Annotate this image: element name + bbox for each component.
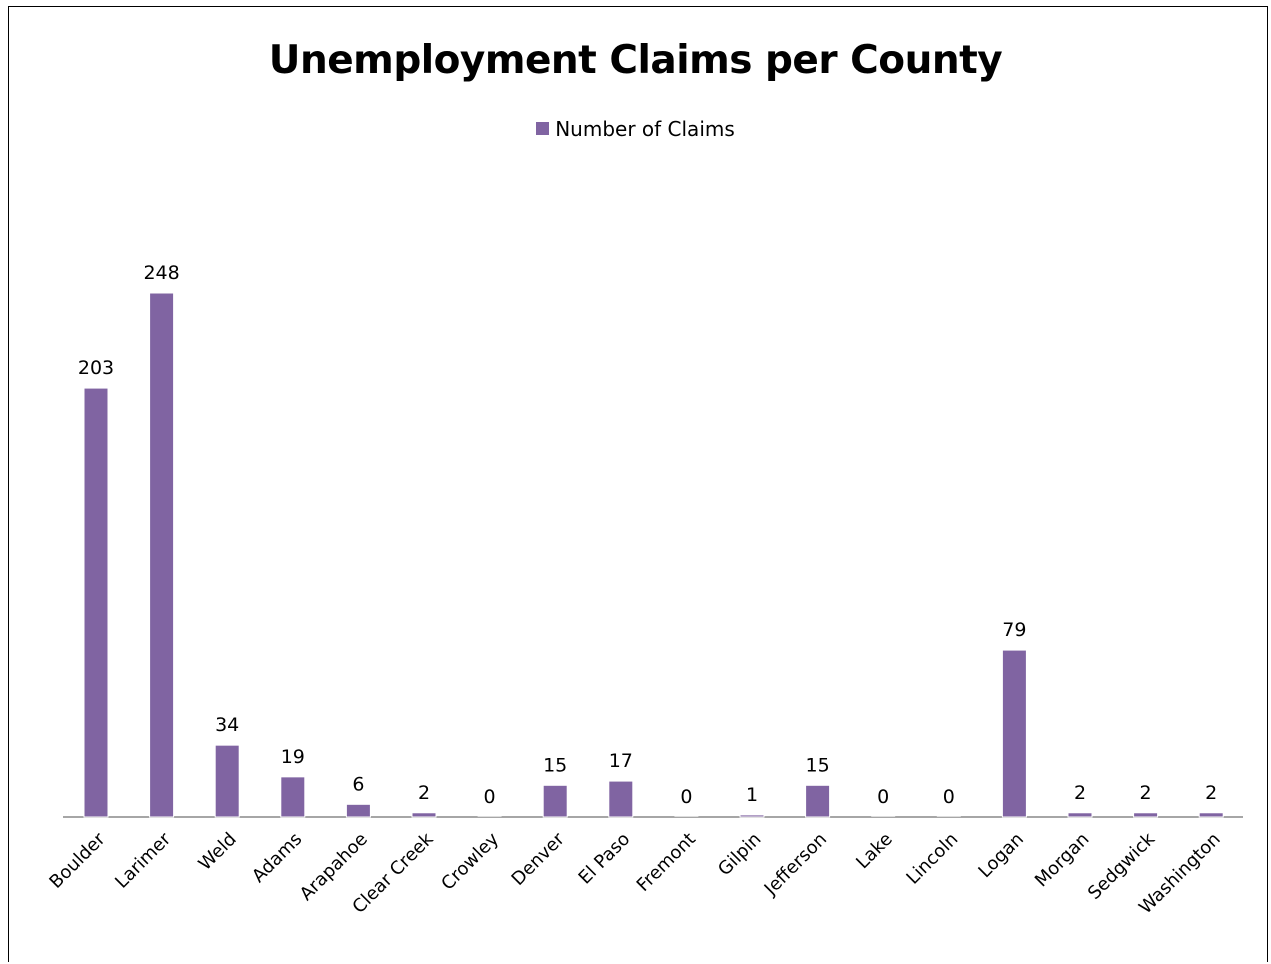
x-tick-label: Larimer	[111, 828, 175, 892]
data-label: 79	[1002, 619, 1026, 641]
bar-adams	[280, 776, 306, 818]
bar-lake	[871, 816, 896, 817]
bar-gilpin	[739, 814, 765, 818]
bar-weld	[214, 744, 240, 818]
legend-swatch	[536, 122, 550, 135]
x-tick-label: Weld	[195, 829, 241, 875]
bar-crowley	[477, 816, 502, 817]
bar-washington	[1198, 812, 1224, 818]
x-tick-label: Denver	[508, 828, 570, 890]
bar-arapahoe	[345, 803, 371, 818]
x-tick-label: El Paso	[575, 829, 635, 889]
data-label: 1	[746, 784, 758, 806]
bar-logan	[1001, 649, 1027, 818]
data-label: 203	[78, 357, 114, 379]
data-label: 0	[484, 786, 496, 808]
x-tick-label: Lincoln	[902, 829, 962, 889]
bar-clear-creek	[411, 812, 437, 818]
x-tick-label: Fremont	[633, 829, 700, 896]
x-tick-label: Adams	[248, 829, 306, 887]
x-tick-label: Jefferson	[760, 829, 831, 900]
data-label: 19	[281, 746, 305, 768]
legend-label: Number of Claims	[555, 117, 735, 141]
data-label: 0	[943, 786, 955, 808]
data-label: 34	[215, 714, 239, 736]
data-label: 2	[1205, 782, 1217, 804]
bar-el-paso	[608, 780, 634, 818]
data-label: 0	[877, 786, 889, 808]
data-label: 2	[1074, 782, 1086, 804]
data-label: 15	[543, 754, 567, 776]
data-label: 0	[680, 786, 692, 808]
legend: Number of Claims	[0, 117, 1271, 141]
bar-lincoln	[936, 816, 961, 817]
bar-morgan	[1067, 812, 1093, 818]
bar-larimer	[149, 292, 175, 818]
data-label: 2	[418, 782, 430, 804]
bar-denver	[542, 784, 568, 818]
x-tick-label: Boulder	[45, 828, 110, 893]
x-tick-label: Crowley	[437, 828, 503, 894]
data-label: 15	[806, 754, 830, 776]
chart-title: Unemployment Claims per County	[268, 38, 1003, 83]
bar-jefferson	[805, 784, 831, 818]
bar-boulder	[83, 387, 109, 818]
data-label: 2	[1140, 782, 1152, 804]
data-label: 6	[352, 773, 364, 795]
x-tick-label: Lake	[852, 829, 896, 873]
data-label: 17	[609, 750, 633, 772]
data-label: 248	[143, 262, 179, 284]
x-tick-label: Morgan	[1031, 829, 1094, 892]
bar-sedgwick	[1133, 812, 1159, 818]
x-tick-label: Logan	[974, 829, 1027, 882]
bar-fremont	[674, 816, 699, 817]
x-tick-label: Gilpin	[714, 829, 765, 880]
